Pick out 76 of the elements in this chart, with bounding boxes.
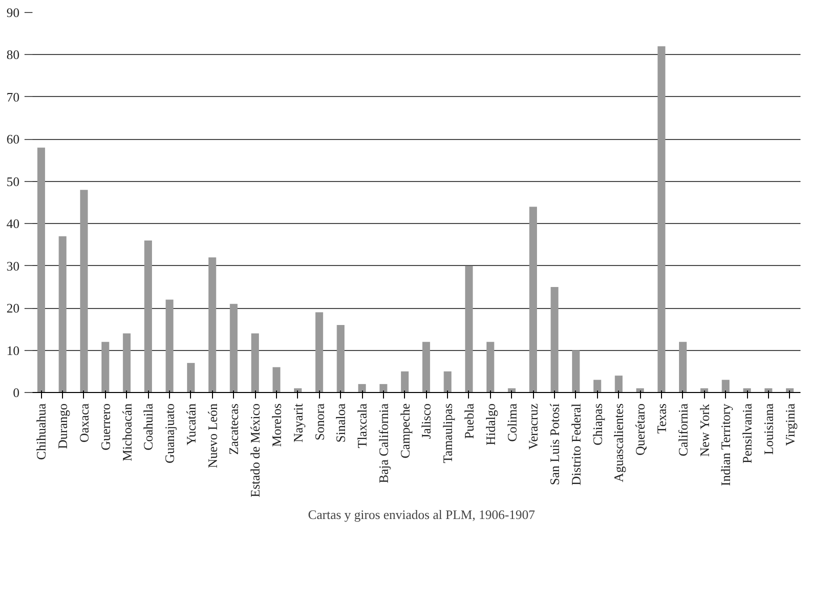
x-tick-label: Yucatán: [183, 403, 198, 446]
y-tick-label: 0: [13, 385, 20, 400]
bar: [486, 342, 494, 392]
y-tick-label: 20: [6, 300, 20, 316]
bar: [679, 342, 687, 392]
bar: [251, 333, 259, 392]
bar: [122, 333, 131, 392]
bar: [272, 367, 280, 392]
x-tick-label: Nuevo León: [204, 403, 220, 468]
bar: [380, 384, 388, 392]
bar: [230, 304, 238, 392]
bar: [208, 257, 216, 392]
x-tick-label: Chihuahua: [34, 403, 49, 460]
x-tick-label: Tamaulipas: [440, 403, 456, 464]
bar: [166, 300, 174, 392]
bar: [102, 342, 110, 392]
x-tick-label: Campeche: [397, 403, 412, 458]
x-tick-label: Puebla: [461, 403, 476, 439]
x-tick-label: Pensilvania: [740, 403, 755, 464]
x-tick-label: Coahuila: [140, 403, 156, 450]
x-tick-label: Sonora: [312, 403, 327, 440]
x-tick-label: Querétaro: [632, 404, 648, 456]
bar: [658, 46, 666, 392]
y-tick-label: 30: [6, 258, 20, 274]
x-tick-label: Nayarit: [290, 403, 306, 442]
y-tick-label: 90: [6, 5, 20, 20]
x-tick-label: Indian Territory: [718, 403, 734, 486]
x-tick-label: Oaxaca: [76, 403, 92, 442]
bar: [58, 236, 66, 392]
x-tick-label: New York: [696, 403, 712, 457]
x-tick-label: Virginia: [782, 403, 798, 446]
x-tick-label: Texas: [654, 403, 669, 434]
bar: [722, 380, 730, 392]
bar: [358, 384, 366, 392]
bar: [593, 380, 602, 392]
x-tick-label: Veracruz: [526, 403, 541, 450]
bar: [444, 371, 452, 392]
y-tick-label: 70: [6, 89, 20, 104]
bar: [572, 350, 580, 392]
x-tick-label: Durango: [55, 403, 70, 449]
x-tick-label: Morelos: [268, 403, 284, 447]
x-tick-label: Estado de México: [248, 403, 263, 498]
text: Cartas y giros enviados al PLM, 1906-1907: [308, 507, 536, 523]
x-tick-label: Guerrero: [98, 403, 113, 450]
y-tick-label: 80: [6, 47, 20, 62]
bar: [529, 206, 537, 392]
bar: [422, 342, 430, 392]
y-tick-label: 10: [6, 342, 20, 358]
x-tick-label: Chiapas: [590, 403, 605, 446]
y-tick-label: 40: [6, 216, 20, 232]
bar: [315, 312, 324, 392]
x-tick-label: Jalisco: [418, 403, 434, 439]
x-tick-label: Sinaloa: [333, 403, 348, 442]
y-tick-label: 60: [6, 132, 20, 147]
x-tick-label: Aguascalientes: [611, 403, 626, 482]
y-tick-label: 50: [6, 174, 20, 189]
x-tick-label: Zacatecas: [226, 404, 242, 455]
bar: [400, 371, 409, 392]
bar: [37, 148, 46, 392]
bar: [187, 362, 195, 392]
x-tick-label: Guanajuato: [162, 404, 178, 464]
bar: [550, 286, 558, 392]
bar: [465, 266, 473, 392]
x-tick-label: Hidalgo: [482, 403, 498, 446]
x-tick-label: Louisiana: [760, 403, 776, 455]
bar: [336, 324, 344, 392]
x-tick-label: Colima: [504, 403, 520, 442]
bar: [614, 376, 623, 392]
x-tick-label: Michoacán: [119, 403, 134, 462]
bar: [144, 240, 152, 392]
x-tick-label: San Luis Potosí: [547, 403, 562, 486]
bar: [80, 190, 88, 392]
x-tick-label: Baja California: [376, 403, 391, 484]
x-tick-label: Distrito Federal: [568, 403, 584, 486]
x-tick-label: California: [675, 403, 690, 456]
x-tick-label: Tlaxcala: [354, 403, 370, 448]
